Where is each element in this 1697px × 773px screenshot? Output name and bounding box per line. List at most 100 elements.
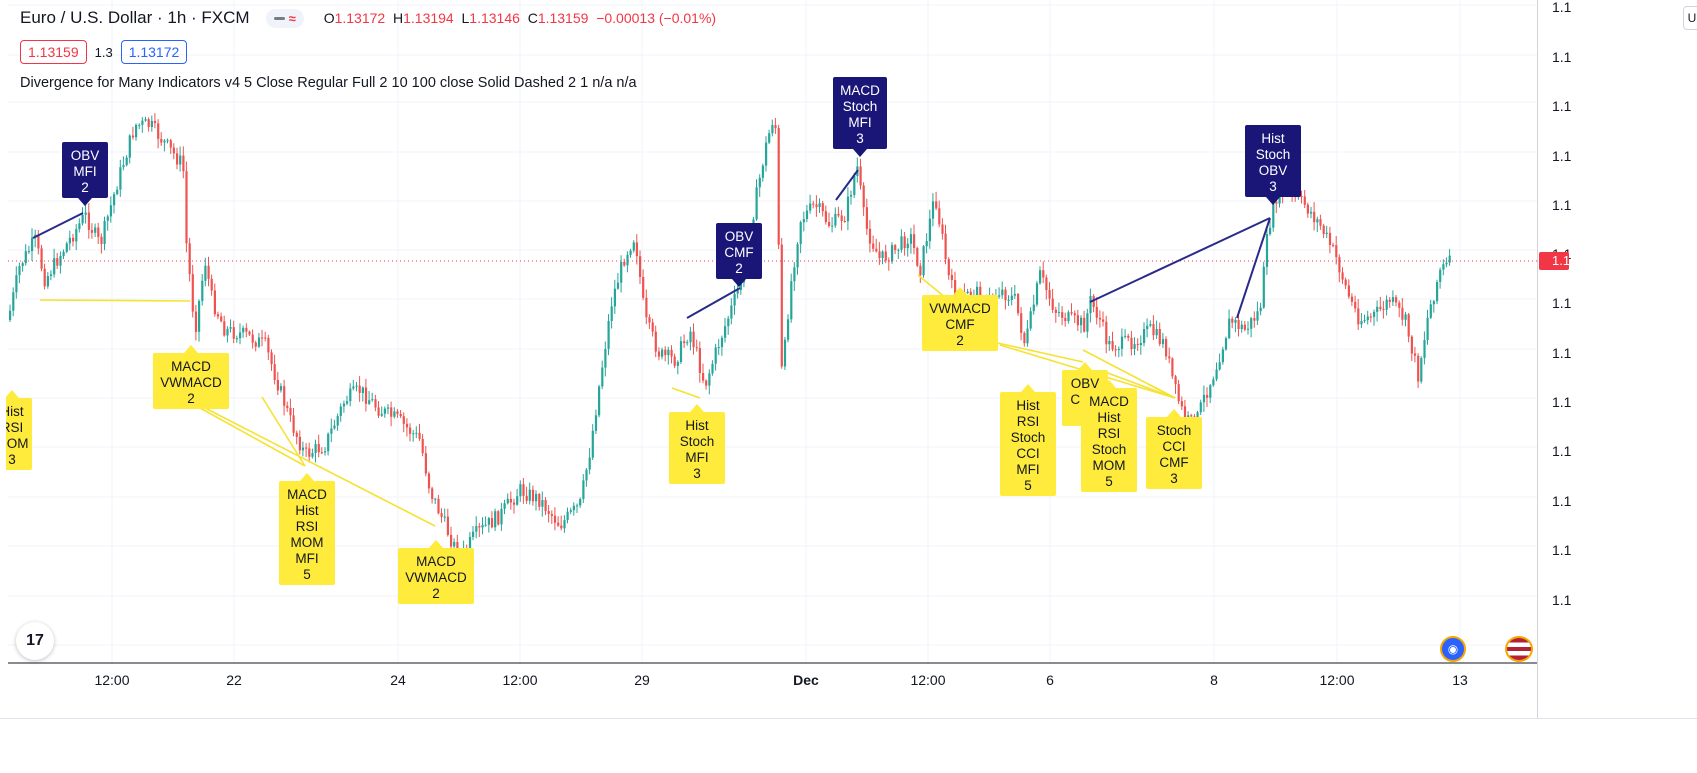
bullish-label-pointer <box>1078 362 1092 370</box>
wave-icon: ≈ <box>288 10 296 26</box>
candle-body <box>261 337 264 339</box>
candle-body <box>799 222 802 245</box>
candle-body <box>387 407 390 409</box>
candle-body <box>862 185 865 208</box>
candle-body <box>859 166 862 186</box>
candle-body <box>324 451 327 453</box>
candle-body <box>1354 301 1357 309</box>
candle-body <box>1165 339 1168 357</box>
candle-body <box>796 244 799 268</box>
candle-body <box>916 248 919 266</box>
candle-body <box>1026 328 1029 344</box>
candle-body <box>793 267 796 282</box>
bullish-label-pointer <box>1102 380 1116 388</box>
candle-body <box>43 268 46 287</box>
candle-body <box>94 227 97 233</box>
bullish-label-text: MACD <box>287 487 327 502</box>
candle-body <box>1341 272 1344 280</box>
bullish-label-text: Hist <box>295 503 318 518</box>
bearish-label-box <box>833 77 887 149</box>
axis-corner-tag[interactable]: U <box>1683 6 1697 30</box>
time-tick-label: 12:00 <box>94 672 129 688</box>
bullish-label-text: CMF <box>945 317 974 332</box>
candle-body <box>1319 219 1322 226</box>
symbol-title[interactable]: Euro / U.S. Dollar · 1h · FXCM <box>20 8 250 27</box>
bullish-divergence-line <box>671 387 701 399</box>
candle-body <box>185 171 188 244</box>
candle-body <box>1385 299 1388 310</box>
bullish-label-text: MOM <box>1093 458 1126 473</box>
candle-body <box>475 526 478 532</box>
candle-body <box>913 234 916 248</box>
candle-body <box>172 147 175 154</box>
candle-body <box>941 224 944 234</box>
candle-body <box>128 135 131 158</box>
candle-body <box>157 123 160 139</box>
candle-body <box>1070 312 1073 314</box>
candle-body <box>1190 415 1193 417</box>
bullish-label-text: MACD <box>416 554 456 569</box>
candle-body <box>12 292 15 311</box>
candle-body <box>623 262 626 266</box>
candle-body <box>947 259 950 276</box>
time-tick-label: 12:00 <box>1319 672 1354 688</box>
candle-body <box>109 205 112 217</box>
price-axis-area <box>1538 0 1697 718</box>
candle-body <box>72 237 75 242</box>
symbol-status-pill[interactable]: ≈ <box>265 8 304 28</box>
bullish-label-box <box>398 548 474 604</box>
candle-body <box>610 306 613 321</box>
candle-body <box>1310 211 1313 214</box>
candle-body <box>969 291 972 296</box>
candle-body <box>755 187 758 220</box>
candle-body <box>487 518 490 525</box>
candle-body <box>440 513 443 517</box>
time-tick-label: 12:00 <box>502 672 537 688</box>
candle-body <box>1442 264 1445 270</box>
candle-body <box>1376 306 1379 312</box>
candle-body <box>727 318 730 327</box>
bullish-label-text: Hist <box>1097 410 1120 425</box>
candle-body <box>65 243 68 252</box>
candle-body <box>1420 358 1423 382</box>
candle-body <box>1338 257 1341 273</box>
bullish-label-box <box>922 295 998 351</box>
candle-body <box>103 220 106 244</box>
bullish-label-text: CMF <box>1159 455 1188 470</box>
candle-body <box>377 407 380 416</box>
candle-body <box>144 119 147 121</box>
bullish-label-pointer <box>1021 384 1035 392</box>
price-tick-label: 1.1 <box>1552 49 1572 65</box>
candle-body <box>1448 255 1451 263</box>
candle-body <box>1023 332 1026 344</box>
candle-body <box>632 242 635 251</box>
bearish-label-text: Stoch <box>1256 147 1291 162</box>
candle-body <box>1045 277 1048 291</box>
candle-body <box>881 251 884 258</box>
candle-body <box>812 203 815 205</box>
bullish-label-text: 5 <box>1024 478 1032 493</box>
candle-body <box>1183 406 1187 422</box>
candle-body <box>87 212 90 230</box>
bullish-label-pointer <box>300 473 314 481</box>
candle-body <box>1328 232 1332 245</box>
globe-icon[interactable]: ◉ <box>1440 636 1466 662</box>
bullish-label-box <box>279 481 335 585</box>
candle-body <box>1086 313 1089 332</box>
bullish-label-text: RSI <box>296 519 319 534</box>
candle-body <box>708 373 711 386</box>
bullish-divergence-line <box>1149 384 1176 399</box>
candle-body <box>1388 299 1391 302</box>
sell-price-button[interactable]: 1.13159 <box>20 40 87 64</box>
candle-body <box>768 133 771 143</box>
us-flag-icon[interactable] <box>1505 636 1533 662</box>
tradingview-logo-icon[interactable]: 17 <box>16 622 54 660</box>
time-tick-label: 13 <box>1452 672 1468 688</box>
candle-body <box>453 542 456 547</box>
indicator-legend[interactable]: Divergence for Many Indicators v4 5 Clos… <box>20 75 637 91</box>
buy-price-button[interactable]: 1.13172 <box>120 40 188 64</box>
candle-body <box>1360 321 1363 325</box>
candle-body <box>519 484 522 497</box>
candle-body <box>116 189 119 195</box>
